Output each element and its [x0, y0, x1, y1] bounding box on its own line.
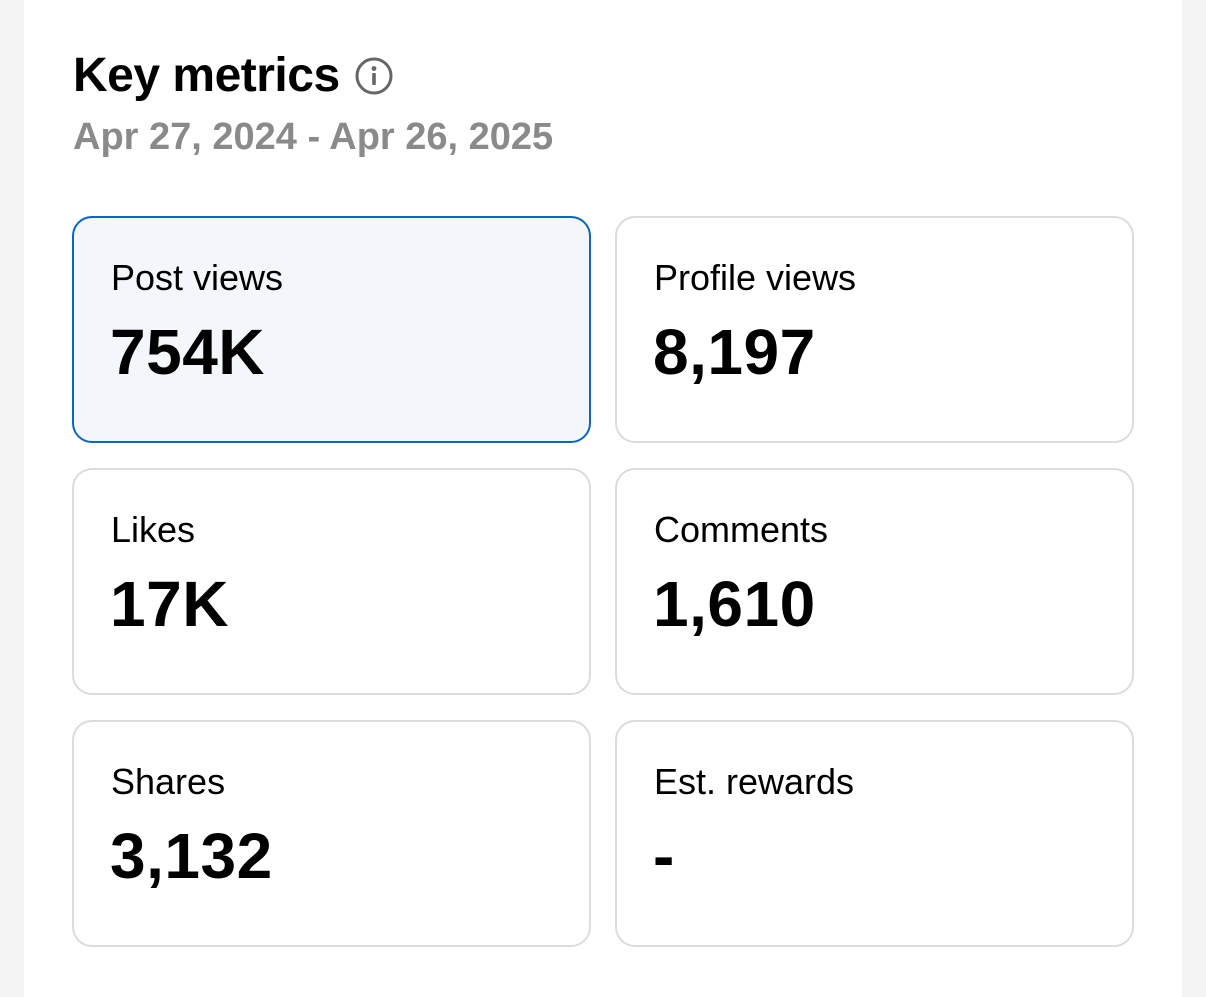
metric-value: 8,197 [653, 316, 816, 388]
metric-card-est-rewards[interactable]: Est. rewards - [615, 720, 1134, 947]
metric-value: 17K [110, 568, 229, 640]
metric-card-profile-views[interactable]: Profile views 8,197 [615, 216, 1134, 443]
metric-card-post-views[interactable]: Post views 754K [72, 216, 591, 443]
metric-label: Shares [111, 761, 226, 802]
metric-card-comments[interactable]: Comments 1,610 [615, 468, 1134, 695]
metric-value: - [653, 820, 675, 892]
metric-card-shares[interactable]: Shares 3,132 [72, 720, 591, 947]
metric-label: Est. rewards [654, 761, 855, 802]
info-icon[interactable] [354, 56, 394, 96]
metric-label: Post views [111, 257, 284, 298]
title-row: Key metrics [73, 46, 394, 106]
metrics-grid: Post views 754K Profile views 8,197 Like… [72, 216, 1134, 947]
metric-value: 754K [110, 316, 265, 388]
metric-card-likes[interactable]: Likes 17K [72, 468, 591, 695]
metric-value: 1,610 [653, 568, 816, 640]
date-range: Apr 27, 2024 - Apr 26, 2025 [73, 116, 554, 158]
metric-label: Likes [111, 509, 196, 550]
metric-label: Profile views [654, 257, 857, 298]
key-metrics-panel: Key metrics Apr 27, 2024 - Apr 26, 2025 … [24, 0, 1182, 997]
page-title: Key metrics [73, 49, 340, 102]
metric-label: Comments [654, 509, 829, 550]
metric-value: 3,132 [110, 820, 273, 892]
